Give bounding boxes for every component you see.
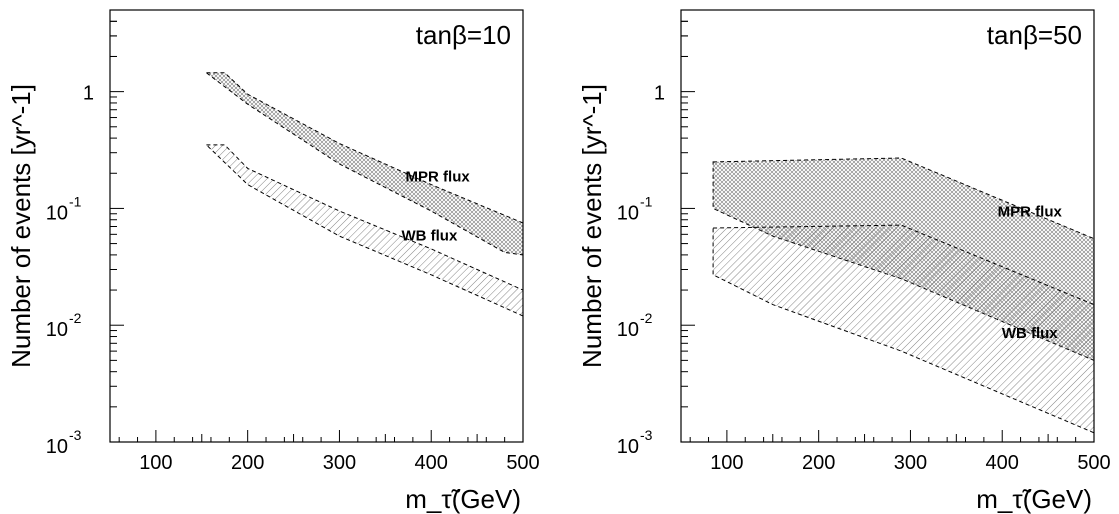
y-tick-exponent: -3 (69, 427, 82, 443)
x-axis-title: m_τ̃(GeV) (405, 484, 521, 514)
band-label: WB flux (1002, 325, 1058, 342)
y-tick-exponent: -1 (69, 193, 82, 209)
y-tick-label: 10 (46, 319, 68, 341)
x-tick-label: 500 (506, 452, 539, 474)
x-tick-label: 400 (986, 452, 1019, 474)
x-tick-label: 300 (323, 452, 356, 474)
y-axis-title: Number of events [yr^-1] (6, 84, 36, 368)
band-label: MPR flux (406, 169, 471, 186)
band-mpr-0 (204, 72, 524, 256)
x-tick-label: 300 (894, 452, 927, 474)
x-tick-label: 200 (231, 452, 264, 474)
y-tick-label: 10 (617, 436, 639, 458)
y-tick-label: 10 (617, 319, 639, 341)
x-tick-label: 200 (802, 452, 835, 474)
band-label: MPR flux (998, 204, 1063, 221)
x-tick-label: 500 (1077, 452, 1110, 474)
band-label: WB flux (401, 228, 457, 245)
x-tick-label: 100 (139, 452, 172, 474)
plot-frame (680, 9, 1095, 443)
y-tick-exponent: -1 (640, 193, 653, 209)
y-tick-label: 10 (46, 202, 68, 224)
y-tick-label: 1 (654, 83, 665, 105)
band-wb-1 (712, 224, 1095, 434)
y-tick-label: 1 (83, 83, 94, 105)
x-tick-label: 100 (710, 452, 743, 474)
x-tick-label: 400 (415, 452, 448, 474)
y-tick-exponent: -2 (640, 310, 653, 326)
y-tick-label: 10 (46, 436, 68, 458)
y-tick-exponent: -2 (69, 310, 82, 326)
panel-title: tanβ=10 (416, 20, 511, 50)
panel-title: tanβ=50 (987, 20, 1082, 50)
y-tick-exponent: -3 (640, 427, 653, 443)
x-axis-title: m_τ̃(GeV) (976, 484, 1092, 514)
y-axis-title: Number of events [yr^-1] (577, 84, 607, 368)
y-tick-label: 10 (617, 202, 639, 224)
plot-frame (109, 9, 524, 443)
